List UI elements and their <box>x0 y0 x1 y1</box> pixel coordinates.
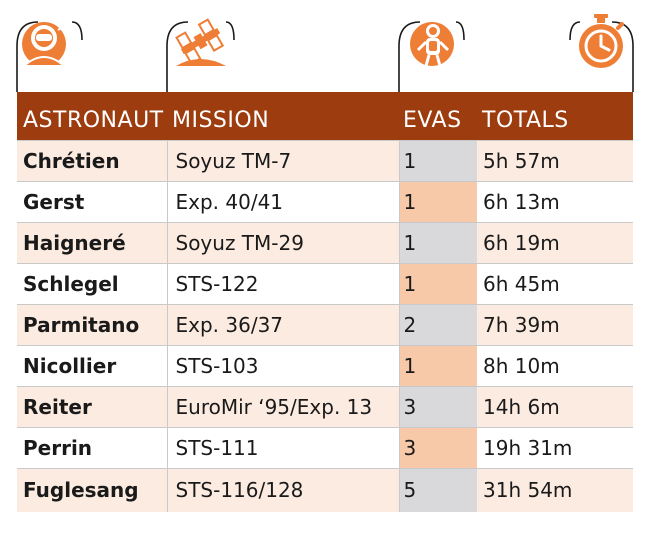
mission-cell: EuroMir ‘95/Exp. 13 <box>167 385 400 427</box>
column-header-totals: TOTALS <box>477 92 633 140</box>
astronaut-cell: Fuglesang <box>17 467 168 512</box>
evas-cell: 3 <box>399 426 477 468</box>
evas-cell: 2 <box>399 303 477 345</box>
mission-cell: Soyuz TM-7 <box>167 139 400 181</box>
evas-cell: 1 <box>399 139 477 181</box>
evas-cell: 1 <box>399 221 477 263</box>
column-header-astronaut: ASTRONAUT <box>17 92 167 140</box>
astronaut-cell: Chrétien <box>17 139 168 181</box>
column-header-mission: MISSION <box>167 92 399 140</box>
astronaut-cell: Perrin <box>17 426 168 468</box>
evas-cell: 1 <box>399 262 477 304</box>
astronaut-cell: Nicollier <box>17 344 168 386</box>
table-row: Chrétien Soyuz TM-7 1 5h 57m <box>17 139 633 181</box>
stopwatch-icon <box>579 14 624 68</box>
astronaut-cell: Reiter <box>17 385 168 427</box>
total-cell: 19h 31m <box>477 426 633 468</box>
evas-cell: 3 <box>399 385 477 427</box>
table-row: Gerst Exp. 40/41 1 6h 13m <box>17 180 633 222</box>
astronaut-cell: Haigneré <box>17 221 168 263</box>
table-row: Parmitano Exp. 36/37 2 7h 39m <box>17 303 633 345</box>
total-cell: 7h 39m <box>477 303 633 345</box>
mission-cell: STS-116/128 <box>167 467 400 512</box>
mission-cell: STS-103 <box>167 344 400 386</box>
eva-table: ASTRONAUT MISSION EVAS TOTALS Chrétien S… <box>17 92 633 512</box>
table-row: Perrin STS-111 3 19h 31m <box>17 426 633 468</box>
total-cell: 14h 6m <box>477 385 633 427</box>
table-row: Schlegel STS-122 1 6h 45m <box>17 262 633 304</box>
table-row: Nicollier STS-103 1 8h 10m <box>17 344 633 386</box>
total-cell-highlight: 31h 54m <box>477 467 633 512</box>
total-cell: 8h 10m <box>477 344 633 386</box>
astronaut-cell: Schlegel <box>17 262 168 304</box>
spacewalker-icon <box>410 22 454 67</box>
astronaut-cell: Gerst <box>17 180 168 222</box>
mission-cell: STS-111 <box>167 426 400 468</box>
table-header-row: ASTRONAUT MISSION EVAS TOTALS <box>17 92 633 140</box>
mission-cell: Exp. 36/37 <box>167 303 400 345</box>
column-icons <box>0 0 650 92</box>
total-cell: 5h 57m <box>477 139 633 181</box>
table-row: Fuglesang STS-116/128 5 31h 54m <box>17 467 633 512</box>
icon-strip <box>16 14 634 92</box>
table-row: Reiter EuroMir ‘95/Exp. 13 3 14h 6m <box>17 385 633 427</box>
mission-cell: Soyuz TM-29 <box>167 221 400 263</box>
table-row: Haigneré Soyuz TM-29 1 6h 19m <box>17 221 633 263</box>
total-cell: 6h 45m <box>477 262 633 304</box>
column-header-evas: EVAS <box>399 92 477 140</box>
space-station-icon <box>175 18 226 66</box>
astronaut-cell: Parmitano <box>17 303 168 345</box>
mission-cell: STS-122 <box>167 262 400 304</box>
total-cell: 6h 13m <box>477 180 633 222</box>
evas-cell: 1 <box>399 180 477 222</box>
total-cell: 6h 19m <box>477 221 633 263</box>
evas-cell: 1 <box>399 344 477 386</box>
mission-cell: Exp. 40/41 <box>167 180 400 222</box>
astronaut-icon <box>21 22 68 67</box>
evas-cell: 5 <box>399 467 477 512</box>
